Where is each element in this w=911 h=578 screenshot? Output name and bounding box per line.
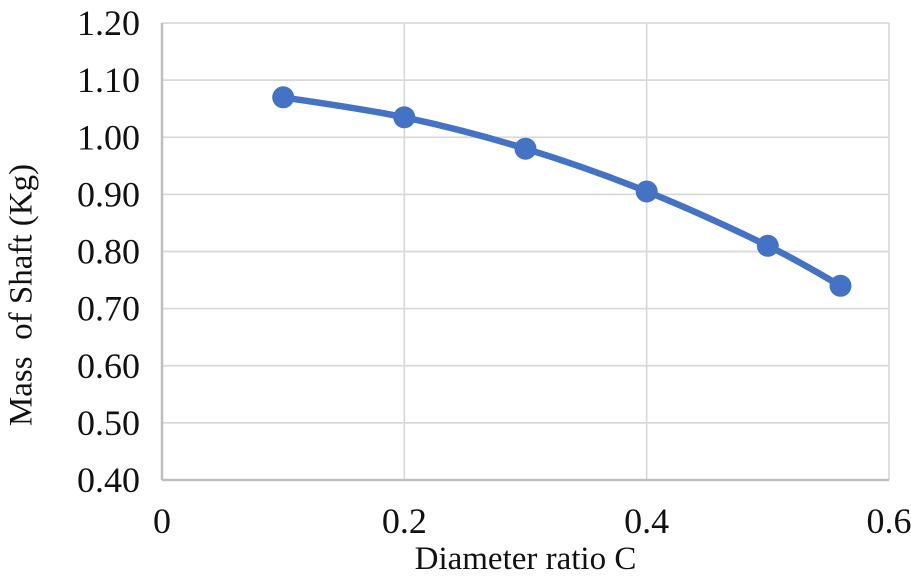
data-point-marker: [514, 137, 537, 160]
y-tick-label: 0.60: [77, 346, 140, 386]
data-point-marker: [393, 106, 416, 129]
x-tick-label: 0: [153, 501, 171, 541]
y-tick-label: 0.40: [77, 460, 140, 500]
data-point-marker: [756, 234, 779, 257]
y-tick-label: 1.20: [77, 3, 140, 43]
y-tick-label: 0.80: [77, 232, 140, 272]
data-point-marker: [272, 86, 295, 109]
y-tick-label: 0.70: [77, 289, 140, 329]
x-tick-label: 0.2: [382, 501, 427, 541]
tick-labels: 1.20 1.10 1.00 0.90 0.80 0.70 0.60 0.50 0.40 0 0.2…: [77, 3, 911, 541]
data-point-marker: [829, 274, 852, 297]
y-tick-label: 0.90: [77, 174, 140, 214]
y-tick-label: 0.50: [77, 403, 140, 443]
x-tick-label: 0.6: [867, 501, 911, 541]
y-tick-label: 1.10: [77, 60, 140, 100]
y-tick-label: 1.00: [77, 117, 140, 157]
series-line: [279, 94, 844, 290]
data-series: [272, 86, 852, 297]
data-point-marker: [635, 180, 658, 203]
x-tick-label: 0.4: [624, 501, 669, 541]
axis-lines: [160, 23, 889, 482]
